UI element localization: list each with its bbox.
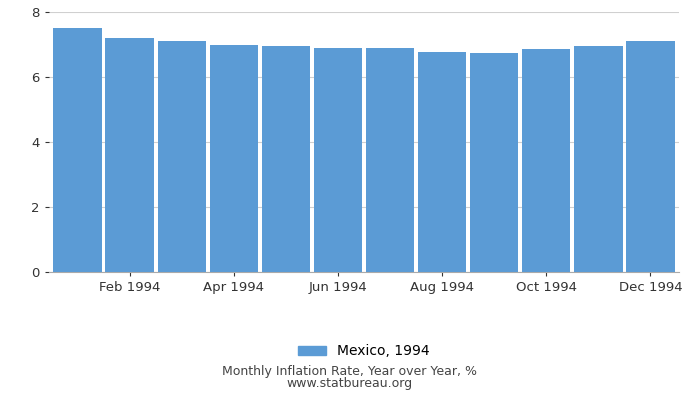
Bar — [314, 48, 362, 272]
Text: www.statbureau.org: www.statbureau.org — [287, 378, 413, 390]
Bar — [366, 48, 414, 272]
Bar — [470, 53, 519, 272]
Bar — [522, 49, 570, 272]
Bar — [626, 41, 675, 272]
Bar — [574, 46, 622, 272]
Text: Monthly Inflation Rate, Year over Year, %: Monthly Inflation Rate, Year over Year, … — [223, 366, 477, 378]
Bar — [53, 28, 102, 272]
Bar — [262, 46, 310, 272]
Bar — [106, 38, 154, 272]
Legend: Mexico, 1994: Mexico, 1994 — [293, 339, 435, 364]
Bar — [158, 41, 206, 272]
Bar — [209, 44, 258, 272]
Bar — [418, 52, 466, 272]
